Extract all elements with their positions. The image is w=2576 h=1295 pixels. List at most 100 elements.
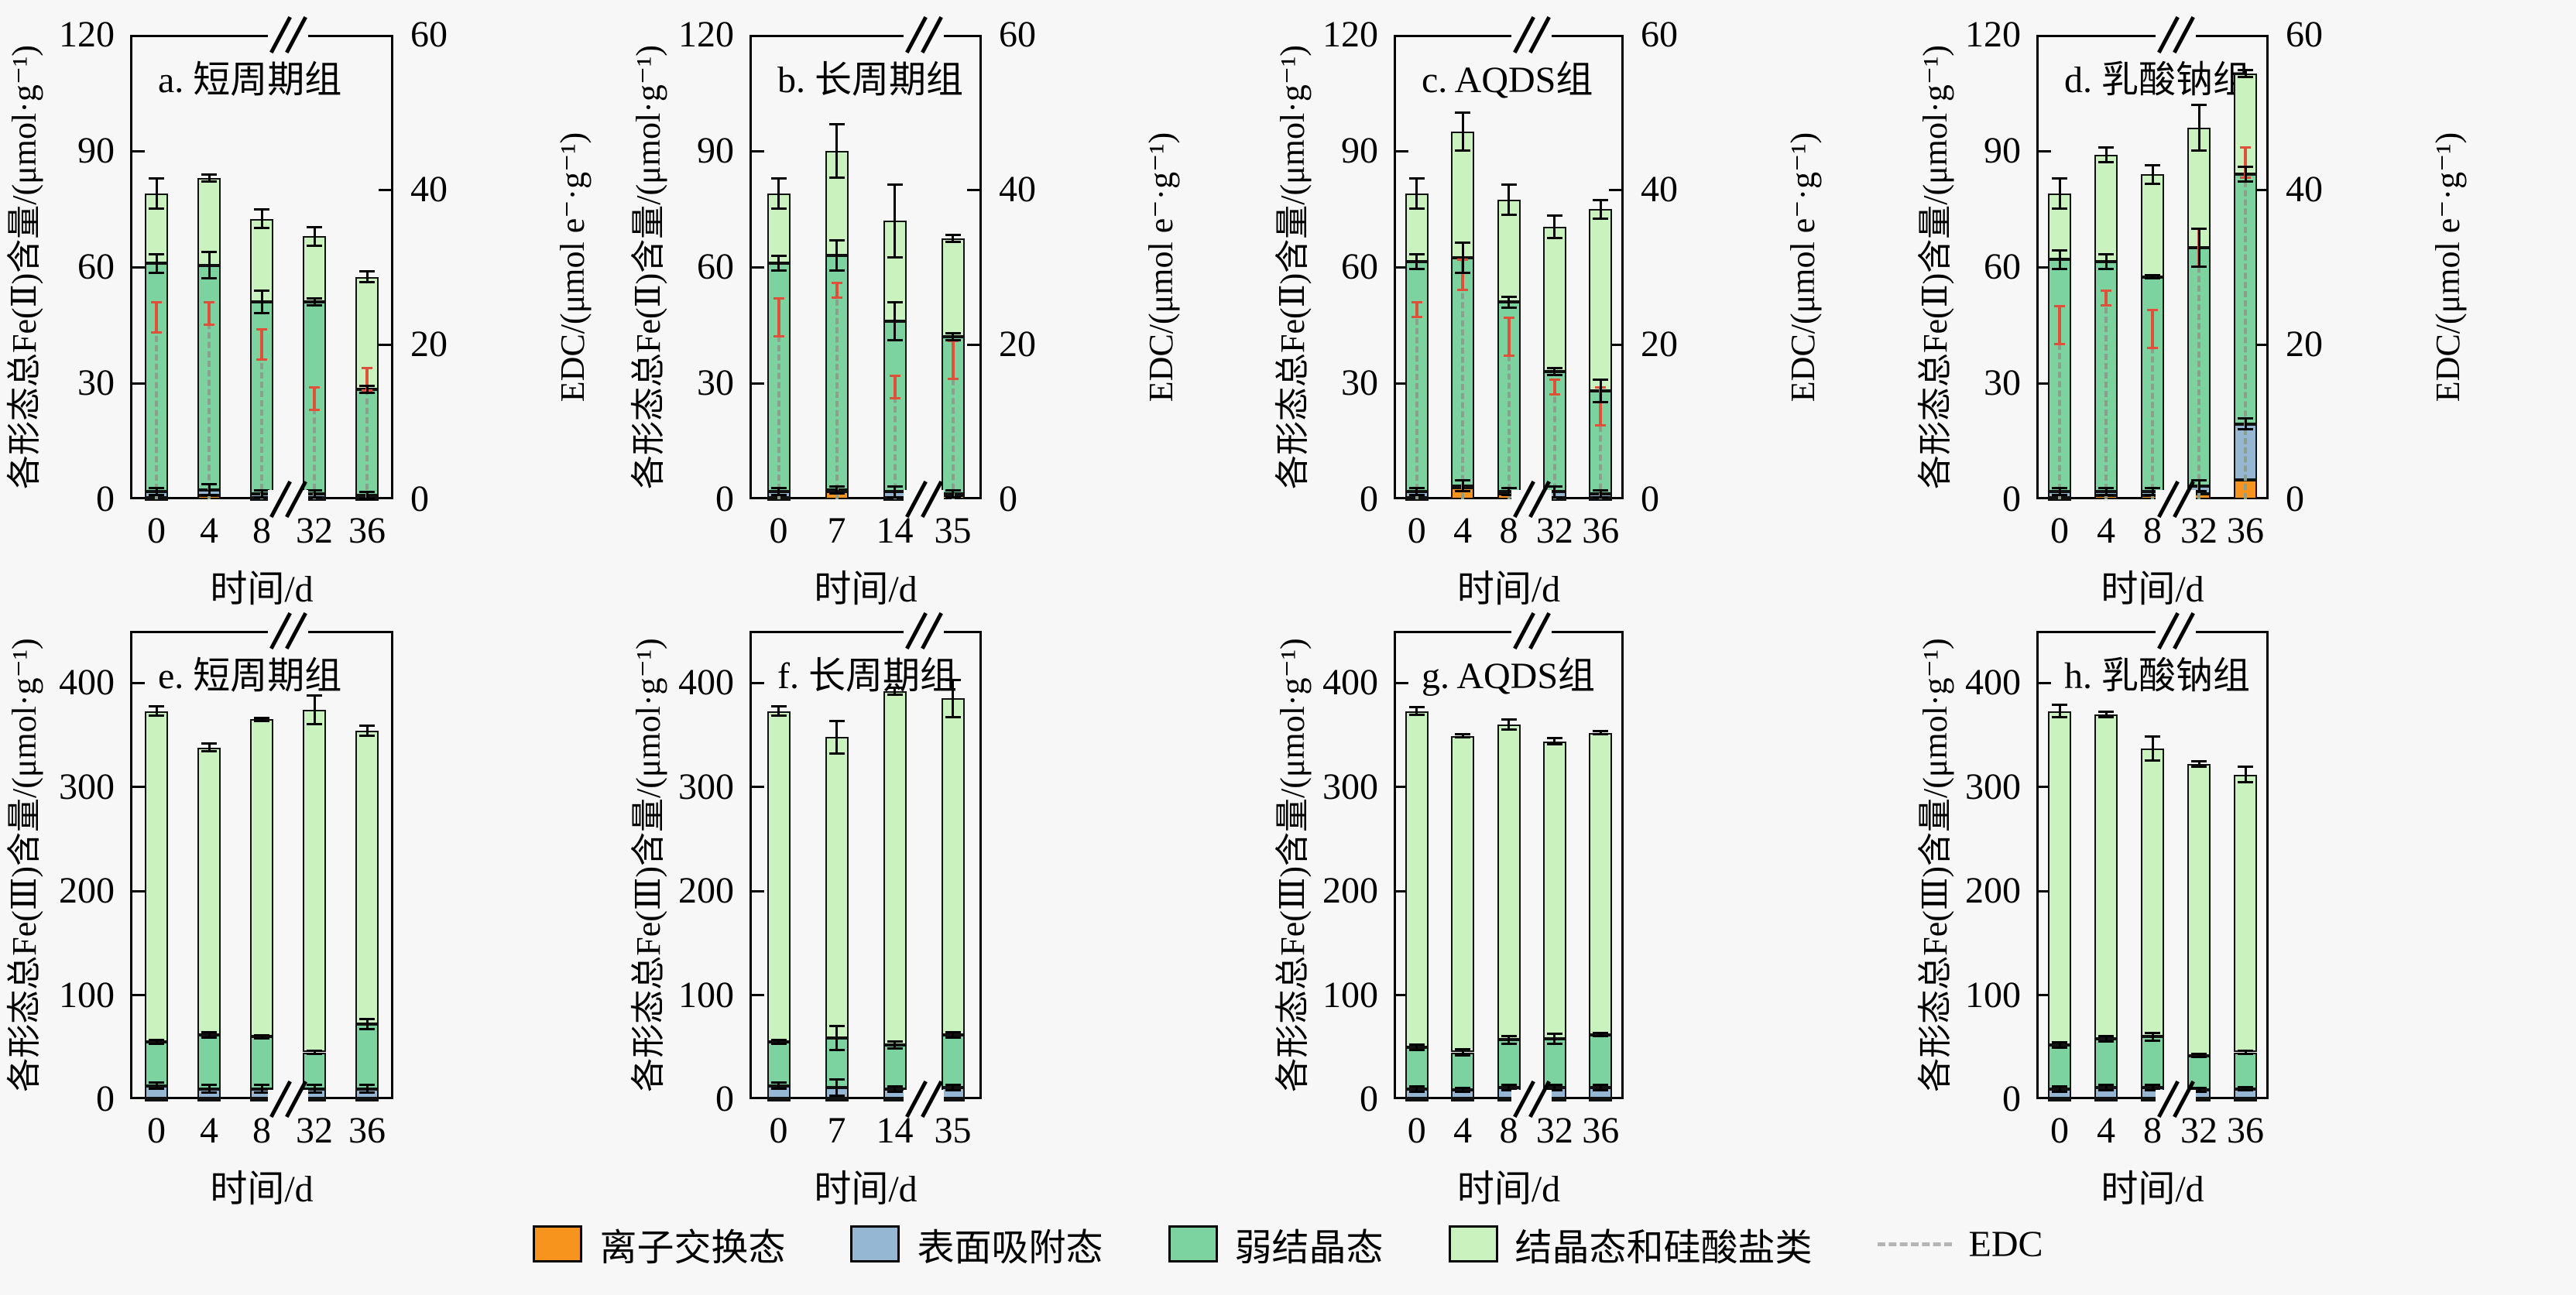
error-bar-cap (887, 1040, 903, 1043)
x-tick-label: 8 (1499, 1110, 1518, 1151)
error-bar (835, 720, 838, 754)
error-bar (835, 283, 839, 298)
error-bar (2151, 310, 2154, 348)
x-tick-label: 36 (1582, 1110, 1620, 1151)
error-bar-cap (2052, 1084, 2067, 1088)
x-tick-label: 4 (1453, 1110, 1473, 1151)
error-bar (1508, 719, 1510, 730)
error-bar-cap (1501, 295, 1517, 298)
y-tick-label: 400 (59, 662, 115, 704)
error-bar-cap (359, 1091, 375, 1094)
error-bar-cap (149, 1042, 164, 1045)
panel-title-b: b. 长周期组 (777, 60, 964, 101)
x-tick-label: 8 (252, 510, 271, 551)
error-bar-cap (1501, 1084, 1517, 1087)
bar-segment-weak-crystalline (197, 1034, 221, 1089)
error-bar-cap (201, 483, 217, 485)
y-tick-label: 300 (59, 766, 115, 807)
y-tick-label: 300 (1322, 766, 1378, 807)
error-bar-cap (770, 177, 787, 180)
y2-tick (2254, 343, 2266, 346)
y-tick-label: 60 (77, 246, 115, 287)
error-bar-cap (359, 1027, 375, 1030)
error-bar-cap (2191, 149, 2207, 152)
error-bar-cap (945, 1030, 961, 1033)
y-axis-label: 各形态总Fe(Ⅲ)含量/(μmol·g⁻¹) (1274, 638, 1312, 1092)
error-bar (365, 271, 369, 283)
y-tick-label: 120 (1322, 14, 1378, 55)
error-bar-cap (1411, 301, 1422, 303)
error-bar-cap (2145, 735, 2160, 738)
x-tick-label: 8 (252, 1110, 271, 1151)
bar-segment-ion-exchange (941, 1098, 965, 1101)
error-bar (2058, 1042, 2061, 1049)
error-bar-cap (1408, 1048, 1425, 1051)
error-bar (2197, 761, 2200, 768)
error-bar-cap (149, 271, 164, 274)
bar-segment-ion-exchange (2094, 1098, 2118, 1101)
edc-tick-label: 0 (1641, 478, 1659, 519)
y-tick-label: 30 (1341, 362, 1378, 403)
error-bar (2197, 228, 2200, 267)
edc-dashed-line (2244, 163, 2247, 499)
y-tick (2039, 786, 2051, 789)
error-bar-cap (887, 1090, 903, 1093)
error-bar (777, 178, 780, 209)
error-bar-cap (254, 1033, 269, 1036)
y-tick-label: 90 (1984, 130, 2021, 171)
error-bar (777, 1082, 780, 1089)
edc-dashed-line (1599, 406, 1603, 499)
error-bar (260, 717, 263, 721)
error-bar (208, 1084, 211, 1093)
error-bar-cap (1593, 1089, 1609, 1092)
bar-segment-ion-exchange (825, 1098, 849, 1101)
edc-tick-label: 0 (410, 478, 429, 519)
error-bar-cap (307, 1091, 322, 1094)
error-bar (835, 240, 838, 271)
error-bar-cap (1546, 367, 1562, 369)
error-bar-cap (770, 1081, 787, 1084)
error-bar-cap (1593, 401, 1609, 403)
legend-label: EDC (1968, 1223, 2043, 1265)
x-tick-label: 35 (934, 1110, 972, 1151)
y-tick (132, 681, 145, 684)
error-bar (2244, 166, 2247, 182)
error-bar-cap (1501, 1089, 1517, 1092)
y-tick (752, 786, 764, 789)
error-bar-cap (828, 1048, 845, 1051)
error-bar (155, 178, 158, 209)
error-bar-cap (2238, 76, 2253, 78)
y-tick-label: 0 (96, 1078, 115, 1119)
error-bar-cap (309, 386, 320, 389)
error-bar-cap (2054, 305, 2065, 307)
bar-segment-crystalline-silicate (825, 737, 849, 1038)
error-bar (2104, 1035, 2108, 1043)
edc-dashed-line (2151, 329, 2154, 499)
error-bar-cap (770, 1039, 787, 1042)
x-tick-label: 8 (2143, 1110, 2162, 1151)
error-bar-cap (887, 1047, 903, 1050)
error-bar-cap (945, 1084, 961, 1087)
edc-dashed-line (313, 399, 316, 499)
error-bar (2197, 1053, 2200, 1058)
error-bar-cap (2191, 766, 2207, 769)
bar-segment-weak-crystalline (2141, 1036, 2164, 1088)
error-bar-cap (2052, 1047, 2067, 1050)
error-bar-cap (2147, 347, 2158, 349)
y-tick (2039, 266, 2051, 269)
error-bar-cap (770, 1042, 787, 1045)
error-bar (2151, 1032, 2154, 1041)
x-tick-label: 0 (147, 1110, 166, 1151)
edc-tick-label: 60 (999, 14, 1036, 55)
error-bar (894, 687, 896, 696)
edc-dashed-line (1507, 337, 1511, 499)
error-bar-cap (2191, 1087, 2207, 1090)
error-bar-cap (2238, 1053, 2253, 1056)
error-bar-cap (2098, 267, 2114, 270)
x-axis-label: 时间/d (1456, 569, 1561, 610)
error-bar (1415, 488, 1418, 495)
error-bar (2151, 1084, 2154, 1091)
plot-area-f (749, 631, 982, 1099)
error-bar-cap (2145, 494, 2160, 496)
error-bar-cap (770, 714, 787, 718)
